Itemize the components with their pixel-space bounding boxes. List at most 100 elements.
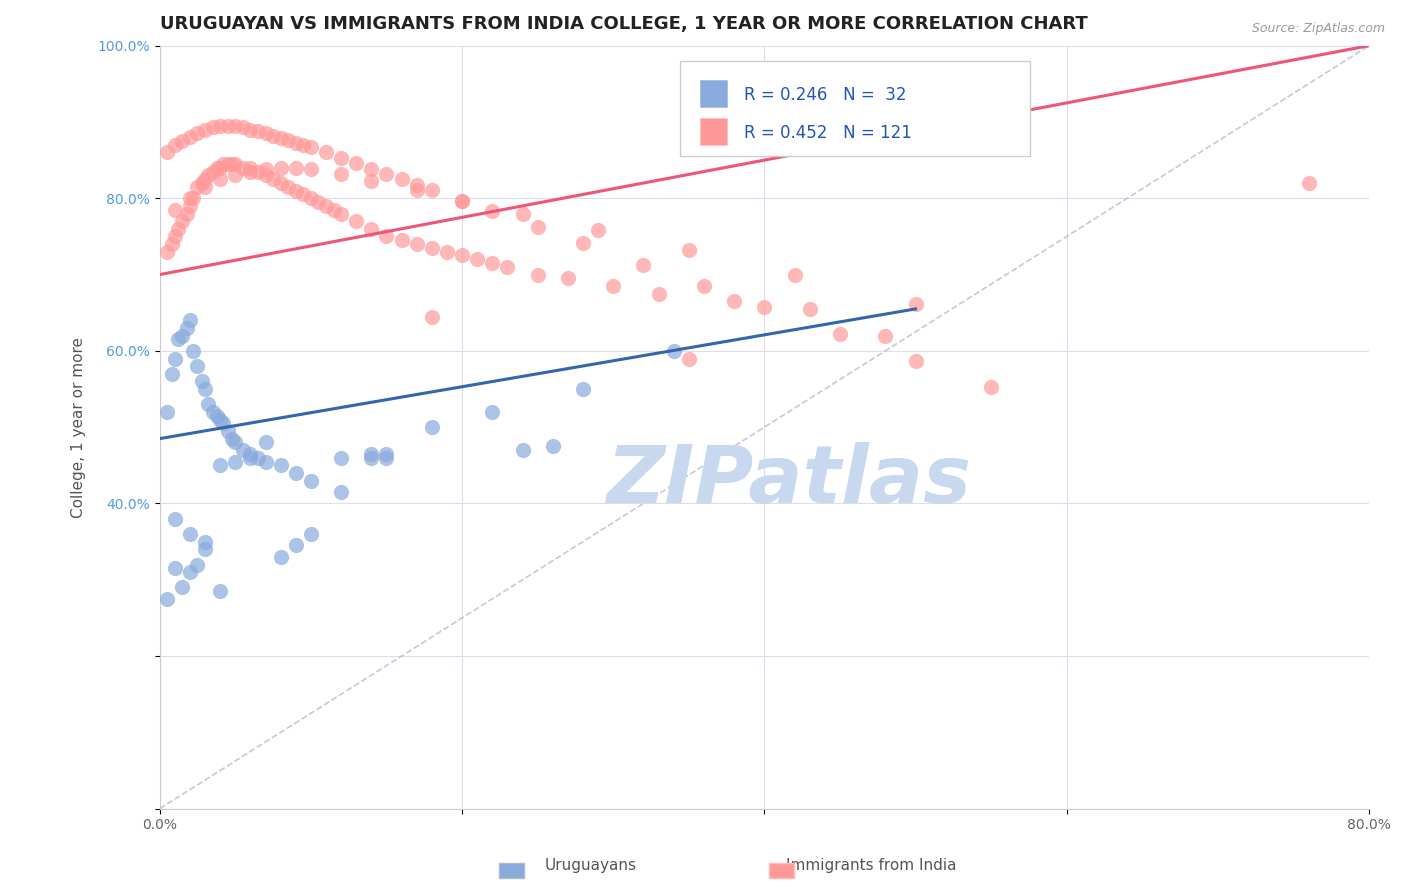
Point [299,140,322,154]
Point [232,161,254,175]
Point [209,119,232,133]
Point [176,206,198,220]
Point [572,382,595,396]
Point [360,447,382,461]
Point [176,321,198,335]
Point [375,229,398,244]
Text: URUGUAYAN VS IMMIGRANTS FROM INDIA COLLEGE, 1 YEAR OR MORE CORRELATION CHART: URUGUAYAN VS IMMIGRANTS FROM INDIA COLLE… [160,15,1087,33]
Point [315,199,337,213]
Point [465,252,488,267]
Point [512,206,534,220]
Point [322,202,344,217]
Point [299,162,322,177]
Point [277,179,299,194]
Point [163,561,186,575]
Point [391,172,413,186]
Point [217,157,239,171]
Point [156,405,179,419]
Point [315,145,337,160]
Point [270,549,292,564]
Point [299,191,322,205]
Point [166,333,188,347]
Point [254,454,277,468]
Point [360,174,382,188]
Point [194,122,217,136]
Text: Source: ZipAtlas.com: Source: ZipAtlas.com [1251,22,1385,36]
Point [212,157,235,171]
Point [586,223,609,237]
Point [270,458,292,473]
Point [172,214,194,228]
Point [179,130,201,145]
Text: R = 0.246   N =  32: R = 0.246 N = 32 [744,87,907,104]
Point [186,558,208,572]
Text: Immigrants from India: Immigrants from India [786,858,957,872]
Point [451,248,474,262]
Point [209,172,232,186]
Point [647,286,669,301]
Point [246,124,269,138]
Point [205,161,228,175]
Point [197,169,219,183]
Point [239,450,262,465]
Point [330,167,353,181]
Point [284,466,307,480]
Point [344,156,367,170]
Point [1298,176,1320,190]
Point [239,164,262,178]
Point [191,176,214,190]
Point [163,229,186,244]
Point [172,328,194,343]
FancyBboxPatch shape [700,80,727,107]
Text: R = 0.452   N = 121: R = 0.452 N = 121 [744,124,911,142]
Point [156,591,179,606]
Point [512,443,534,458]
Point [194,179,217,194]
Point [754,301,776,315]
Point [163,351,186,366]
Point [292,187,315,202]
Point [904,353,927,368]
Point [678,351,700,366]
Point [496,260,519,274]
Point [201,120,224,135]
Point [232,443,254,458]
Point [163,512,186,526]
Point [179,565,201,579]
Point [163,137,186,152]
Point [541,439,564,453]
Point [246,450,269,465]
Point [307,195,329,210]
Point [299,527,322,541]
Point [420,183,443,197]
Point [254,169,277,183]
Point [224,119,246,133]
Point [481,256,503,270]
Point [212,417,235,431]
Point [156,244,179,259]
Point [284,136,307,150]
Point [375,450,398,465]
Point [197,397,219,411]
Point [232,120,254,135]
Point [299,474,322,488]
Point [209,584,232,599]
Point [224,157,246,171]
Point [284,184,307,198]
Point [239,122,262,136]
Point [633,258,655,272]
Point [904,296,927,310]
Point [254,162,277,177]
Point [262,128,284,143]
Point [172,581,194,595]
Point [405,178,427,192]
Point [181,343,204,358]
Point [436,244,458,259]
Point [179,191,201,205]
Point [526,268,548,282]
FancyBboxPatch shape [700,119,727,145]
Point [391,233,413,247]
Point [179,199,201,213]
Point [194,172,217,186]
Point [557,271,579,285]
